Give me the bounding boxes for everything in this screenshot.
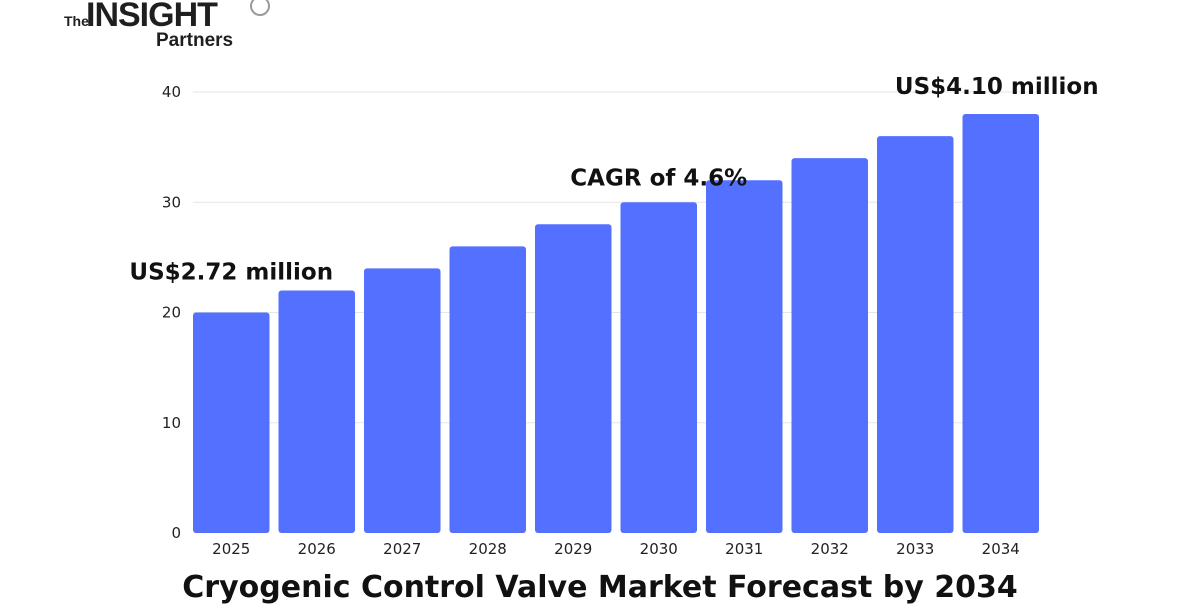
bar-2033 — [877, 136, 954, 533]
bar-2029 — [535, 224, 612, 534]
x-tick-label: 2032 — [811, 540, 849, 558]
x-tick-label: 2025 — [212, 540, 250, 558]
x-axis: 2025 2026 2027 2028 2029 2030 2031 2032 2033 2034 — [212, 540, 1020, 558]
logo-insight: INSIGHT — [86, 0, 218, 34]
logo-partners: Partners — [156, 30, 233, 51]
annotation-label: US$4.10 million — [895, 74, 1099, 100]
magnifier-icon — [250, 0, 270, 16]
bar-2027 — [364, 268, 441, 533]
x-tick-label: 2030 — [640, 540, 678, 558]
annotations: US$2.72 million CAGR of 4.6% US$4.10 milli… — [129, 74, 1098, 285]
x-tick-label: 2033 — [896, 540, 934, 558]
y-tick-label: 0 — [171, 524, 181, 542]
bar-2028 — [449, 246, 526, 533]
annotation-label: US$2.72 million — [129, 260, 333, 286]
y-axis: 0 10 20 30 40 — [162, 83, 181, 542]
y-tick-label: 30 — [162, 193, 181, 211]
chart-title: Cryogenic Control Valve Market Forecast … — [182, 570, 1018, 605]
bar-2034 — [962, 114, 1039, 534]
logo-the: The — [64, 13, 89, 29]
bar-2026 — [278, 290, 355, 533]
annotation-label: CAGR of 4.6% — [570, 165, 747, 191]
x-tick-label: 2031 — [725, 540, 763, 558]
the-insight-partners-logo: The INSIGHT Partners — [62, 0, 282, 52]
x-tick-label: 2034 — [982, 540, 1020, 558]
y-tick-label: 40 — [162, 83, 181, 101]
y-tick-label: 10 — [162, 414, 181, 432]
bar-2030 — [620, 202, 697, 533]
bars — [193, 114, 1039, 534]
bar-2025 — [193, 312, 270, 533]
x-tick-label: 2028 — [469, 540, 507, 558]
bar-2032 — [791, 158, 868, 533]
x-tick-label: 2029 — [554, 540, 592, 558]
bar-2031 — [706, 180, 783, 533]
x-tick-label: 2026 — [298, 540, 336, 558]
y-tick-label: 20 — [162, 304, 181, 322]
x-tick-label: 2027 — [383, 540, 421, 558]
